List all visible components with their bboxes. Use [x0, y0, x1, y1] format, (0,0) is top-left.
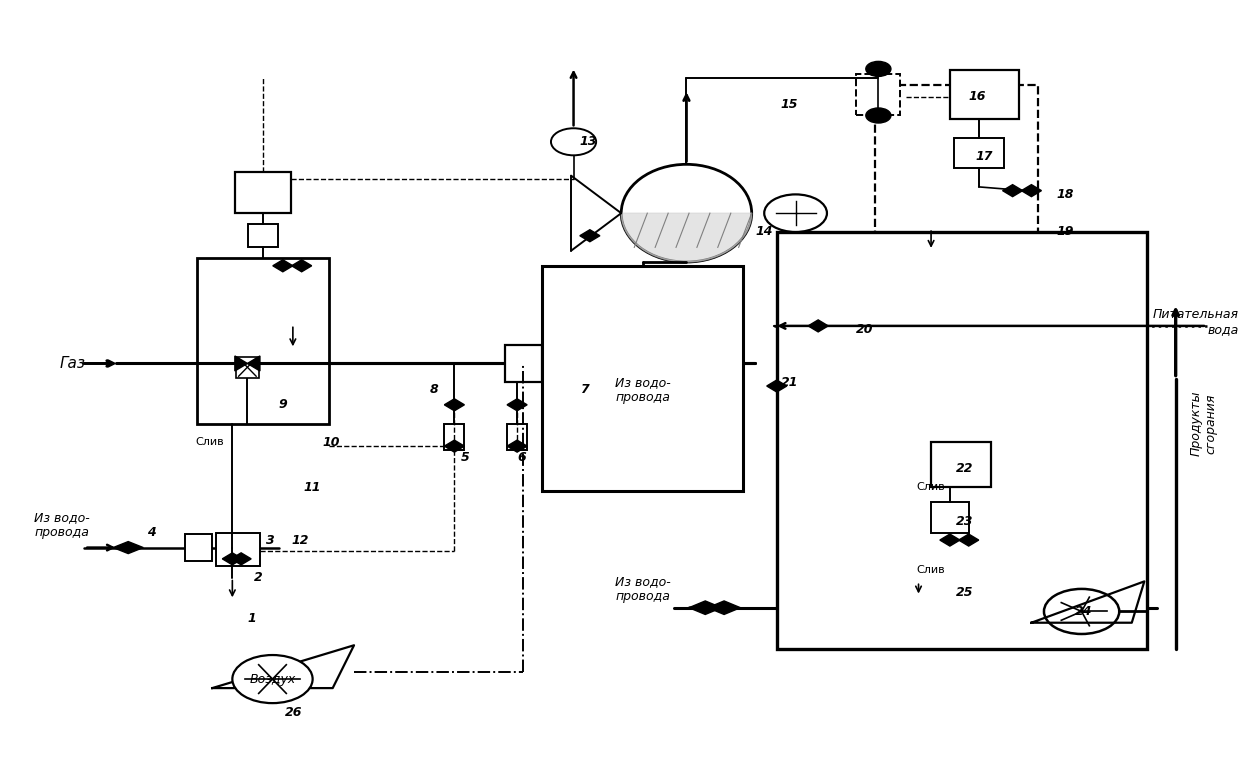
Text: 18: 18	[1057, 188, 1074, 201]
Text: 23: 23	[956, 515, 974, 528]
Polygon shape	[689, 601, 722, 615]
Polygon shape	[113, 541, 144, 553]
Text: Из водо-
провода: Из водо- провода	[615, 375, 670, 403]
Text: Газ: Газ	[59, 356, 86, 371]
Text: 17: 17	[975, 151, 993, 164]
Bar	[856, 74, 900, 116]
Text: 6: 6	[517, 451, 525, 464]
Circle shape	[232, 655, 312, 703]
Text: Питательная
вода: Питательная вода	[1153, 308, 1239, 336]
Text: 20: 20	[856, 323, 873, 336]
Text: 15: 15	[780, 98, 798, 111]
Text: 25: 25	[956, 586, 974, 599]
Bar	[445, 424, 465, 450]
Bar	[542, 266, 743, 491]
Text: Слив: Слив	[195, 438, 224, 447]
Polygon shape	[445, 399, 465, 411]
Ellipse shape	[621, 164, 752, 262]
Text: Слив: Слив	[917, 482, 945, 493]
Polygon shape	[445, 440, 465, 452]
Text: 4: 4	[147, 526, 156, 539]
Polygon shape	[580, 229, 600, 241]
Bar	[954, 138, 1004, 168]
Text: 22: 22	[956, 463, 974, 475]
Text: 1: 1	[247, 612, 256, 625]
Text: 12: 12	[291, 534, 309, 547]
Bar	[198, 258, 329, 424]
Text: 19: 19	[1057, 226, 1074, 238]
Polygon shape	[708, 601, 741, 615]
Bar	[507, 424, 527, 450]
Polygon shape	[247, 356, 260, 371]
Text: 16: 16	[969, 90, 987, 103]
Circle shape	[866, 61, 891, 76]
Polygon shape	[291, 260, 311, 272]
Bar	[950, 70, 1019, 120]
Bar	[185, 534, 212, 561]
Bar	[236, 172, 291, 213]
Bar	[236, 357, 258, 378]
Text: Слив: Слив	[917, 565, 945, 575]
Polygon shape	[222, 553, 242, 565]
Text: Воздух: Воздух	[249, 672, 296, 686]
Polygon shape	[959, 534, 979, 546]
Circle shape	[1045, 589, 1119, 634]
Polygon shape	[507, 399, 527, 411]
Polygon shape	[273, 260, 292, 272]
Text: Из водо-
провода: Из водо- провода	[615, 575, 670, 603]
Text: 26: 26	[285, 706, 302, 719]
Polygon shape	[1003, 185, 1023, 197]
Text: 21: 21	[780, 375, 798, 389]
Text: 2: 2	[253, 571, 262, 584]
Circle shape	[866, 108, 891, 123]
Text: 5: 5	[461, 451, 470, 464]
Polygon shape	[507, 440, 527, 452]
Polygon shape	[808, 320, 828, 332]
Circle shape	[551, 128, 596, 155]
Polygon shape	[1022, 185, 1042, 197]
Text: 3: 3	[266, 534, 275, 547]
Polygon shape	[940, 534, 960, 546]
Text: 9: 9	[278, 398, 287, 411]
Text: 8: 8	[430, 383, 438, 396]
Polygon shape	[234, 356, 247, 371]
Bar	[504, 344, 542, 382]
Text: Продукты
сгорания: Продукты сгорания	[1189, 391, 1217, 456]
Text: 14: 14	[756, 226, 772, 238]
Text: 10: 10	[323, 436, 340, 449]
Bar	[931, 442, 992, 488]
Bar	[248, 225, 278, 247]
Polygon shape	[767, 380, 786, 392]
Text: 13: 13	[580, 136, 597, 148]
Bar	[776, 232, 1147, 649]
Bar	[931, 503, 969, 532]
Circle shape	[765, 195, 827, 232]
Polygon shape	[231, 553, 251, 565]
Polygon shape	[621, 213, 752, 262]
Bar	[215, 532, 260, 566]
Text: 7: 7	[580, 383, 588, 396]
Text: 24: 24	[1075, 605, 1092, 618]
Text: Из водо-
провода: Из водо- провода	[34, 511, 89, 539]
Text: 11: 11	[304, 481, 321, 494]
Bar	[874, 86, 1038, 273]
